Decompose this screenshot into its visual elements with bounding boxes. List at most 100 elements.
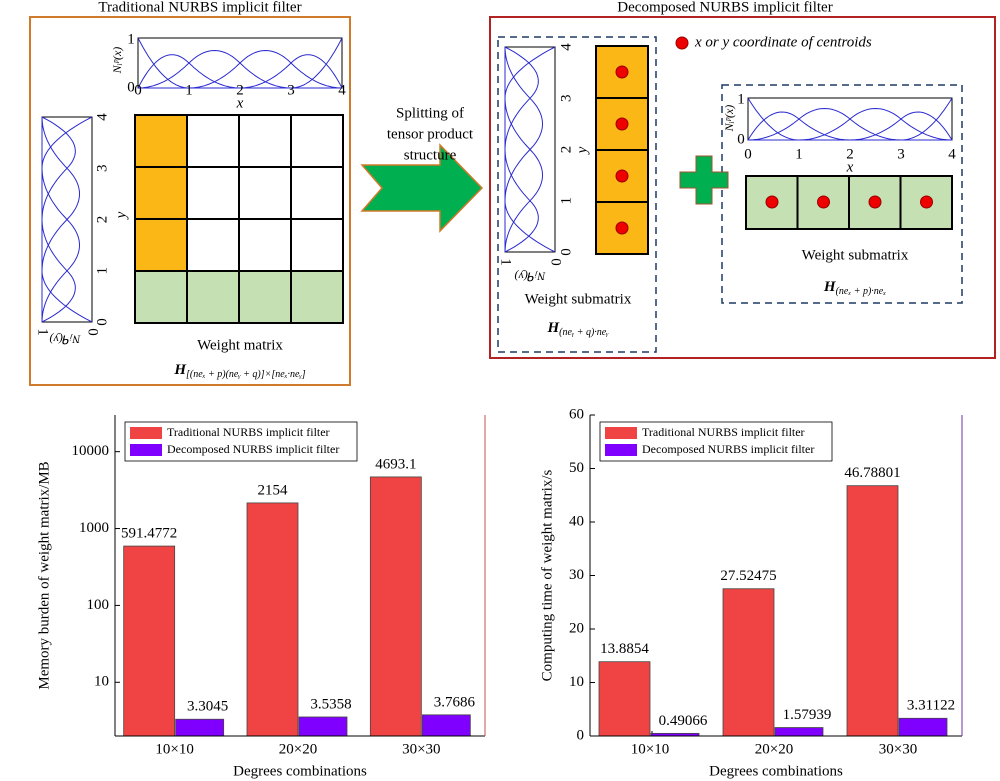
basis-curve [747, 111, 952, 141]
bar [898, 717, 948, 737]
x-tick-label: 30×30 [879, 741, 917, 757]
value-label: 3.5358 [310, 696, 351, 712]
arrow-label: Splitting of [396, 105, 464, 121]
value-label: 3.3045 [187, 699, 228, 715]
x-tick-label: 10×10 [155, 741, 193, 757]
y-tick-label: 50 [569, 460, 584, 476]
basis-curve [41, 117, 76, 323]
y-axis-label: Memory burden of weight matrix/MB [36, 461, 52, 689]
x-label: x [236, 95, 244, 111]
basis-curve [504, 47, 544, 253]
submatrix-cell [899, 175, 953, 230]
y-tick-label: 10 [94, 674, 109, 690]
coord-tick-label: 0 [558, 248, 574, 256]
coord-tick-label: 4 [94, 113, 110, 121]
basis-label-y: Nⱼᑫ(y) [50, 332, 82, 346]
coord-tick-label: 4 [338, 82, 346, 98]
matrix-cell [290, 270, 344, 324]
value-label: 3.31122 [907, 698, 955, 714]
right-panel [489, 16, 996, 359]
value-label: 591.4772 [121, 526, 177, 542]
legend-label: Traditional NURBS implicit filter [642, 425, 805, 439]
y-label: y [574, 146, 590, 155]
bar [598, 661, 651, 737]
centroid-dot [920, 195, 933, 209]
matrix-cell [186, 114, 240, 168]
value-label: 3.7686 [434, 694, 476, 710]
coord-tick-label: 1 [795, 146, 803, 162]
centroid-legend: x or y coordinate of centroids [694, 34, 872, 50]
matrix-cell [134, 166, 188, 220]
formula-base: H [546, 320, 560, 336]
basis-tick-label: 1 [35, 328, 51, 336]
y-tick-label: 20 [569, 620, 584, 636]
legend-box [124, 421, 358, 462]
arrow-label: structure [404, 147, 457, 163]
basis-curve [748, 107, 953, 141]
basis-curve [41, 117, 81, 323]
legend-box [599, 421, 833, 462]
basis-curve [41, 116, 76, 322]
y-tick-label: 10000 [72, 443, 110, 459]
matrix-cell [134, 270, 188, 324]
x-axis-label: Degrees combinations [709, 763, 843, 779]
bar [421, 714, 471, 737]
formula-base: H [823, 279, 837, 295]
centroid-dot [615, 221, 629, 235]
basis-label-y: Nⱼᑫ(y) [515, 269, 547, 283]
plus-sign [679, 155, 729, 205]
coord-tick-label: 0 [134, 82, 142, 98]
bar [298, 716, 348, 737]
basis-curve [504, 46, 544, 252]
weight-submatrix-label: Weight submatrix [525, 291, 632, 307]
value-label: 0.49066 [659, 713, 708, 729]
weight-submatrix-label: Weight submatrix [802, 247, 909, 263]
basis-curve [748, 97, 953, 141]
coord-tick-label: 3 [558, 95, 574, 103]
value-label: 1.57939 [783, 707, 832, 723]
matrix-cell [238, 114, 292, 168]
coord-tick-label: 2 [558, 146, 574, 154]
arrow-label: tensor product [387, 126, 474, 142]
bar [123, 545, 176, 737]
coord-tick-label: 3 [94, 165, 110, 173]
basis-tick-label: 1 [127, 31, 135, 47]
matrix-cell [290, 114, 344, 168]
split-arrow [360, 143, 484, 233]
formula-sub: (neᵧ + q)·neᵧ [559, 327, 609, 338]
left-panel [29, 16, 351, 386]
coord-tick-label: 3 [287, 82, 295, 98]
coord-tick-label: 1 [94, 267, 110, 275]
value-label: 27.52475 [720, 568, 776, 584]
centroid-dot [615, 169, 629, 183]
centroid-dot [615, 117, 629, 131]
basis-label: Nᵢᵖ(x) [110, 47, 124, 75]
dashed-box [721, 84, 963, 304]
y-tick-label: 100 [87, 597, 110, 613]
basis-curve [41, 116, 81, 322]
y-tick-label: 60 [569, 406, 584, 422]
matrix-cell [134, 218, 188, 272]
x-tick-label: 10×10 [631, 741, 669, 757]
bar [369, 476, 422, 737]
formula-sub: (neₓ + p)·neₓ [836, 286, 887, 297]
coord-tick-label: 2 [236, 82, 244, 98]
basis-tick-label: 1 [498, 258, 514, 266]
basis-tick-label: 0 [737, 131, 745, 147]
y-axis-label: Computing time of weight matrix/s [539, 470, 555, 682]
x-tick-label: 20×20 [279, 741, 317, 757]
legend-label: Decomposed NURBS implicit filter [167, 442, 339, 456]
y-tick-label: 40 [569, 513, 584, 529]
formula-main: H[(neₓ + p)(neᵧ + q)]×[neₓ·neᵧ] [173, 362, 305, 380]
weight-matrix-label: Weight matrix [197, 337, 283, 353]
matrix-cell [238, 218, 292, 272]
y-label: y [113, 211, 129, 220]
coord-tick-label: 2 [94, 216, 110, 224]
coord-tick-label: 4 [558, 43, 574, 51]
legend-label: Traditional NURBS implicit filter [167, 425, 330, 439]
formula-sub: [(neₓ + p)(neᵧ + q)]×[neₓ·neᵧ] [186, 369, 306, 380]
matrix-cell [186, 166, 240, 220]
bar [846, 485, 899, 737]
coord-tick-label: 1 [558, 197, 574, 205]
